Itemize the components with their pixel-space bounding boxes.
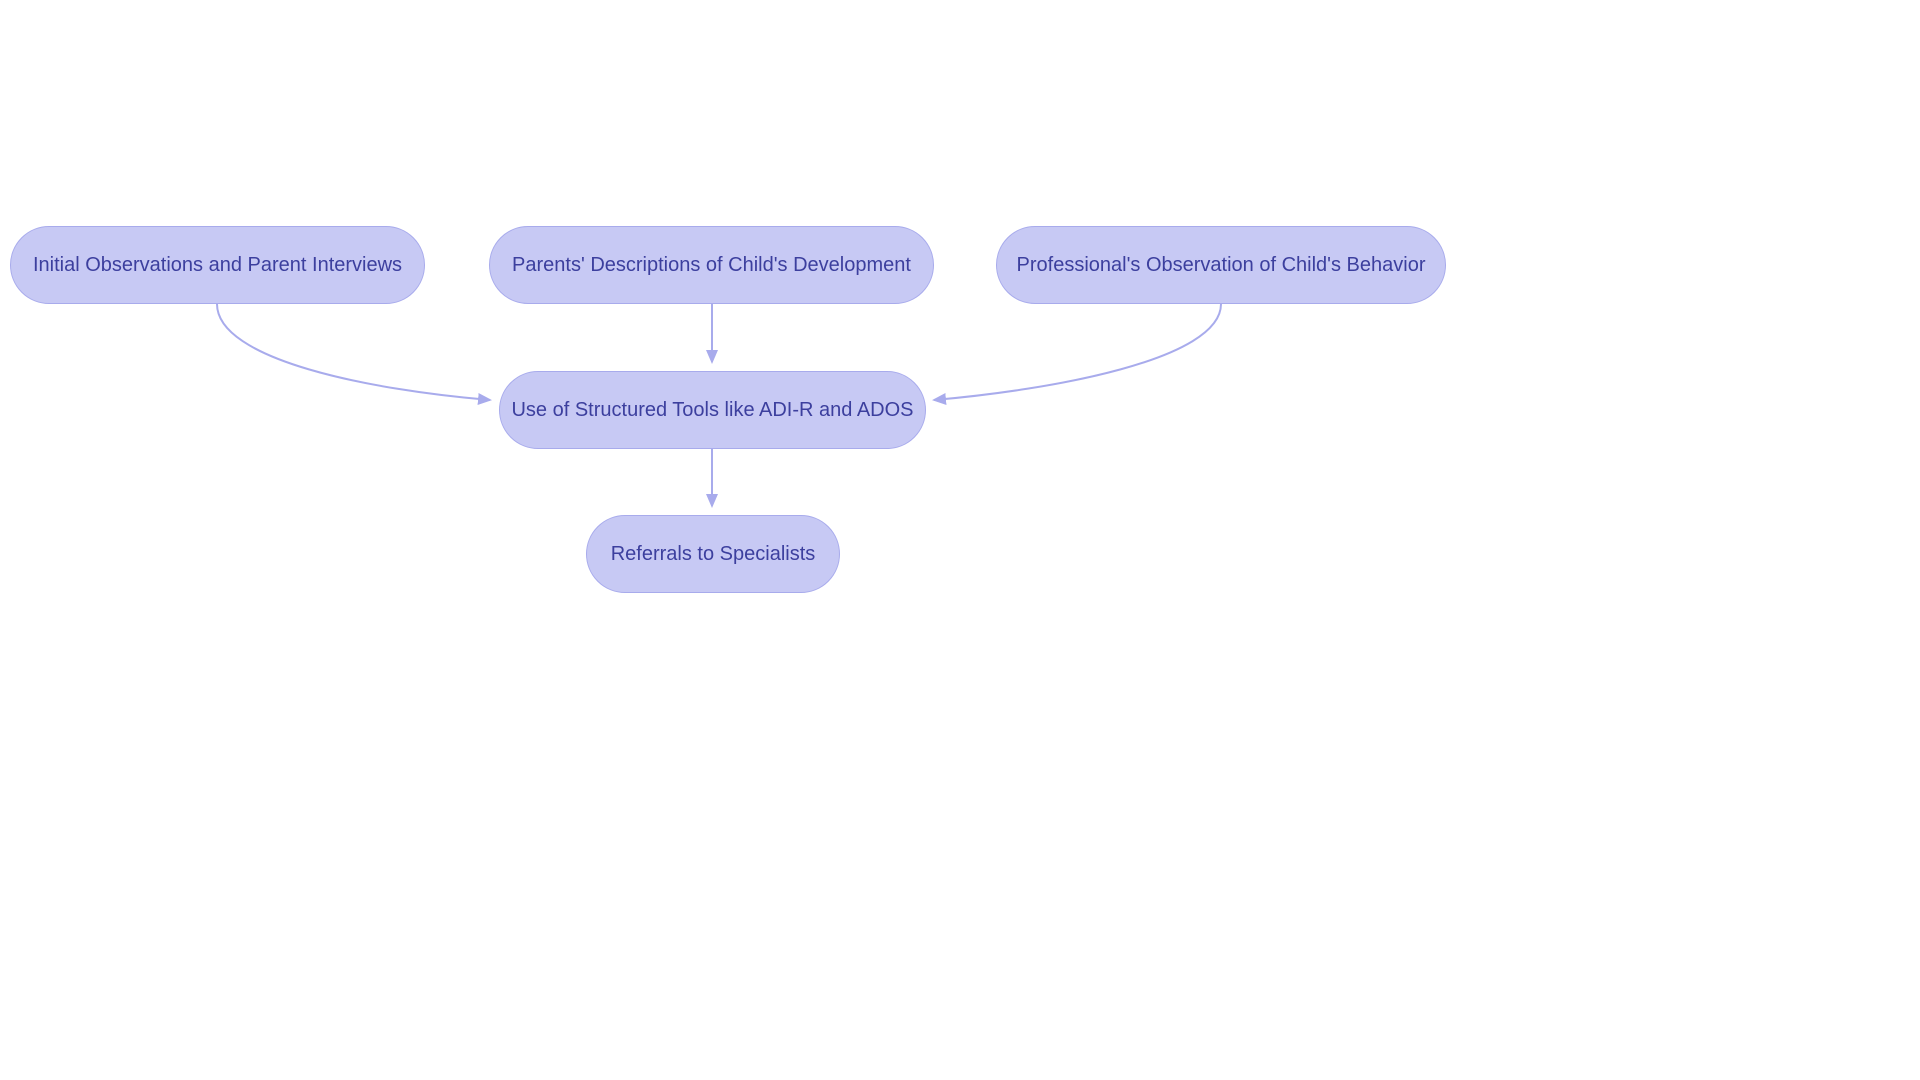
node-label: Referrals to Specialists: [611, 543, 816, 566]
flowchart-edges: [0, 0, 1920, 1080]
flowchart-node: Use of Structured Tools like ADI-R and A…: [499, 371, 926, 449]
node-label: Professional's Observation of Child's Be…: [1017, 254, 1426, 277]
flowchart-node: Referrals to Specialists: [586, 515, 840, 593]
node-label: Parents' Descriptions of Child's Develop…: [512, 254, 911, 277]
node-label: Use of Structured Tools like ADI-R and A…: [511, 399, 913, 422]
flowchart-edge: [217, 304, 490, 400]
node-label: Initial Observations and Parent Intervie…: [33, 254, 402, 277]
flowchart-node: Initial Observations and Parent Intervie…: [10, 226, 425, 304]
flowchart-edge: [934, 304, 1221, 400]
flowchart-node: Parents' Descriptions of Child's Develop…: [489, 226, 934, 304]
flowchart-node: Professional's Observation of Child's Be…: [996, 226, 1446, 304]
